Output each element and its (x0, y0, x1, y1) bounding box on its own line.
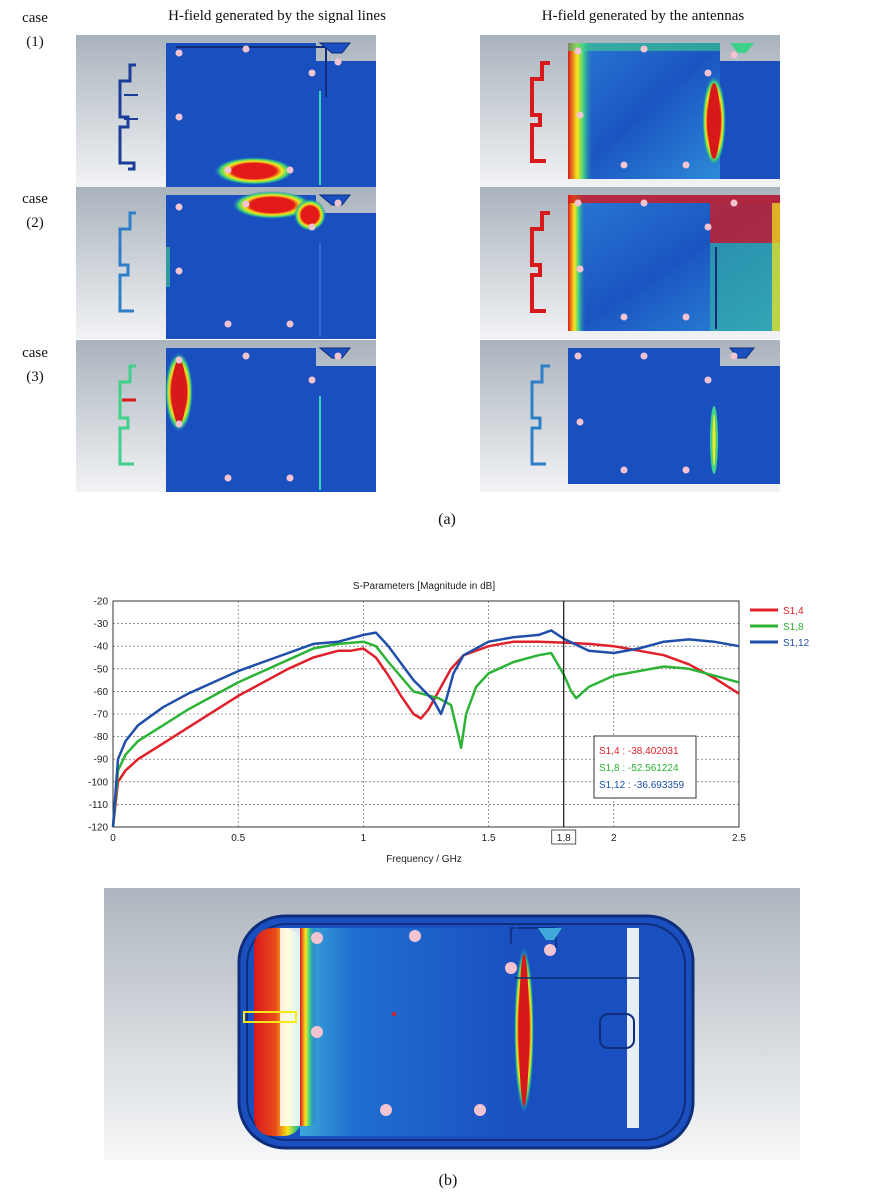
s-parameter-chart: S-Parameters [Magnitude in dB] -20 -30 -40… (88, 581, 810, 865)
field-panel-case2-signal (76, 187, 376, 339)
marker-readout-box: S1,4 : -38.402031 S1,8 : -52.561224 S1,12 … (593, 735, 697, 799)
field-panel-case1-antenna (480, 35, 780, 187)
x-tick-label: 1 (361, 833, 367, 844)
legend-label: S1,8 (783, 622, 804, 633)
column-title-signal-lines: H-field generated by the signal lines (168, 8, 386, 24)
chart-legend: S1,4 S1,8 S1,12 (750, 606, 810, 649)
case-number: (1) (26, 34, 44, 50)
x-tick-label: 1.5 (482, 833, 496, 844)
case-label-2: case (2) (10, 187, 60, 235)
case-number: (3) (26, 369, 44, 385)
field-panel-case1-signal (76, 35, 376, 187)
y-tick-label: -110 (89, 800, 109, 811)
series-line-S14 (111, 640, 740, 828)
column-title-antennas: H-field generated by the antennas (541, 8, 745, 24)
case-label-3: case (3) (10, 341, 60, 389)
x-axis-label: Frequency / GHz (386, 854, 462, 865)
series-line-S112 (111, 629, 740, 828)
frequency-marker: 1.8 (551, 601, 577, 845)
y-tick-label: -120 (88, 823, 108, 834)
y-tick-label: -70 (94, 710, 109, 721)
caption-a: (a) (438, 511, 456, 528)
marker-tick-box (551, 829, 577, 845)
series-line-S18 (111, 640, 740, 828)
y-tick-label: -40 (94, 642, 109, 653)
readout-line: S1,4 : -38.402031 (599, 746, 679, 757)
x-tick-label: 2.5 (732, 833, 746, 844)
field-panel-case3-signal (76, 340, 376, 492)
y-axis-ticks: -20 -30 -40 -50 -60 -70 -80 -90 -100 -110 -120 (88, 597, 108, 834)
y-tick-label: -60 (94, 687, 109, 698)
x-tick-label: 0.5 (231, 833, 245, 844)
y-tick-label: -90 (94, 755, 109, 766)
phone-field-image (104, 888, 800, 1160)
case-label-1: case (1) (10, 6, 60, 54)
readout-line: S1,8 : -52.561224 (599, 763, 679, 774)
y-tick-label: -80 (94, 732, 109, 743)
field-panel-case3-antenna (480, 340, 780, 492)
series-lines (111, 629, 740, 828)
legend-label: S1,4 (783, 606, 804, 617)
chart-title: S-Parameters [Magnitude in dB] (353, 581, 496, 592)
case-word: case (22, 191, 48, 207)
case-word: case (22, 345, 48, 361)
x-tick-label: 0 (110, 833, 116, 844)
plot-frame (112, 600, 740, 828)
field-panel-case2-antenna (480, 187, 780, 339)
y-tick-label: -30 (94, 619, 109, 630)
readout-line: S1,12 : -36.693359 (599, 780, 685, 791)
marker-tick-label: 1.8 (557, 833, 571, 844)
case-number: (2) (26, 215, 44, 231)
x-tick-label: 2 (611, 833, 617, 844)
legend-label: S1,12 (783, 638, 810, 649)
phone-frame (118, 63, 138, 171)
y-tick-label: -100 (88, 777, 108, 788)
case-word: case (22, 10, 48, 26)
y-tick-label: -50 (94, 664, 109, 675)
caption-b: (b) (438, 1172, 458, 1189)
x-axis-ticks: 0 0.5 1 1.5 2 2.5 (110, 833, 746, 844)
readout-frame (593, 735, 697, 799)
y-tick-label: -20 (94, 597, 109, 608)
